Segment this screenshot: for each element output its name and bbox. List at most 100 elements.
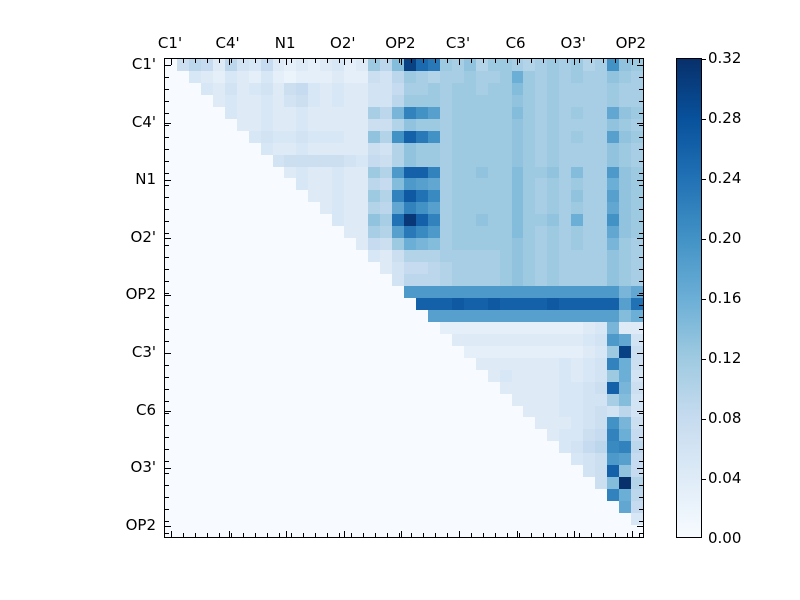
heatmap-cell [415, 381, 428, 394]
heatmap-cell [499, 381, 512, 394]
heatmap-cell [165, 250, 177, 263]
heatmap-cell [308, 154, 321, 167]
heatmap-cell [535, 250, 548, 263]
heatmap-cell [571, 94, 584, 107]
heatmap-cell [463, 178, 476, 191]
heatmap-cell [607, 274, 620, 287]
heatmap-cell [236, 166, 249, 179]
heatmap-cell [176, 333, 189, 346]
heatmap-cell [547, 82, 560, 95]
heatmap-cell [535, 429, 548, 442]
heatmap-cell [427, 477, 440, 490]
heatmap-cell [487, 82, 500, 95]
heatmap-cell [427, 142, 440, 155]
heatmap-cell [619, 441, 632, 454]
heatmap-cell [296, 166, 309, 179]
heatmap-cell [272, 238, 285, 251]
heatmap-cell [607, 82, 620, 95]
axis-tick [165, 461, 169, 462]
heatmap-cell [260, 309, 273, 322]
heatmap-cell [236, 525, 249, 537]
heatmap-cell [523, 393, 536, 406]
heatmap-cell [224, 238, 237, 251]
heatmap-cell [320, 429, 333, 442]
heatmap-cell [559, 70, 572, 83]
axis-tick [603, 533, 604, 537]
axis-tick [303, 59, 304, 63]
heatmap-cell [631, 70, 643, 83]
heatmap-cell [200, 262, 213, 275]
heatmap-cell [535, 525, 548, 537]
heatmap-cell [200, 513, 213, 526]
heatmap-cell [559, 477, 572, 490]
heatmap-cell [332, 501, 345, 514]
heatmap-cell [415, 130, 428, 143]
colorbar-tick-label: 0.12 [708, 349, 742, 367]
heatmap-cell [451, 166, 464, 179]
axis-tick [631, 59, 633, 65]
heatmap-cell [368, 381, 381, 394]
axis-tick [399, 59, 400, 63]
heatmap-cell [463, 345, 476, 358]
heatmap-cell [631, 321, 643, 334]
axis-tick [286, 59, 288, 65]
heatmap-cell [499, 238, 512, 251]
heatmap-cell [595, 309, 608, 322]
heatmap-cell [487, 489, 500, 502]
heatmap-cell [332, 357, 345, 370]
heatmap-cell [631, 106, 643, 119]
heatmap-cell [200, 309, 213, 322]
heatmap-cell [463, 477, 476, 490]
heatmap-cell [451, 477, 464, 490]
heatmap-cell [308, 501, 321, 514]
heatmap-cell [403, 357, 416, 370]
heatmap-cell [607, 441, 620, 454]
heatmap-cell [236, 142, 249, 155]
axis-tick [165, 89, 169, 90]
heatmap-cell [499, 59, 512, 71]
heatmap-cell [212, 309, 225, 322]
heatmap-cell [344, 286, 357, 298]
heatmap-cell [583, 297, 596, 310]
x-tick-label: N1 [274, 34, 296, 52]
heatmap-cell [595, 286, 608, 298]
heatmap-cell [308, 59, 321, 71]
heatmap-cell [272, 489, 285, 502]
heatmap-cell [415, 321, 428, 334]
heatmap-cell [499, 166, 512, 179]
heatmap-cell [344, 190, 357, 203]
heatmap-cell [559, 417, 572, 430]
heatmap-cell [511, 238, 524, 251]
heatmap-cell [511, 501, 524, 514]
heatmap-cell [523, 441, 536, 454]
heatmap-cell [200, 465, 213, 478]
heatmap-cell [284, 214, 297, 227]
heatmap-cell [368, 477, 381, 490]
heatmap-cell [356, 429, 369, 442]
heatmap-cell [380, 178, 393, 191]
heatmap-cell [607, 262, 620, 275]
heatmap-cell [463, 106, 476, 119]
heatmap-cell [631, 286, 643, 298]
heatmap-cell [272, 82, 285, 95]
heatmap-cell [583, 429, 596, 442]
heatmap-cell [344, 59, 357, 71]
heatmap-cell [332, 393, 345, 406]
heatmap-cell [523, 286, 536, 298]
heatmap-axes [164, 58, 644, 538]
axis-tick [639, 485, 643, 486]
heatmap-cell [212, 202, 225, 215]
heatmap-cell [535, 82, 548, 95]
axis-tick [495, 533, 496, 537]
axis-tick [639, 233, 643, 234]
heatmap-cell [320, 441, 333, 454]
heatmap-cell [260, 345, 273, 358]
heatmap-cell [320, 274, 333, 287]
axis-tick [639, 317, 643, 318]
heatmap-cell [559, 489, 572, 502]
heatmap-cell [165, 59, 177, 71]
heatmap-cell [403, 106, 416, 119]
heatmap-cell [595, 82, 608, 95]
heatmap-cell [403, 453, 416, 466]
axis-tick [165, 413, 169, 414]
